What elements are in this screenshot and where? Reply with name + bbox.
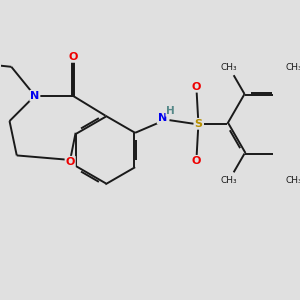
Text: H: H xyxy=(166,106,175,116)
Text: N: N xyxy=(158,113,167,123)
Text: CH₃: CH₃ xyxy=(221,176,238,185)
Text: O: O xyxy=(192,156,201,166)
Text: CH₃: CH₃ xyxy=(221,63,238,72)
Text: CH₃: CH₃ xyxy=(286,176,300,185)
Text: O: O xyxy=(65,157,75,167)
Text: O: O xyxy=(192,82,201,92)
Text: S: S xyxy=(194,119,202,129)
Text: CH₃: CH₃ xyxy=(286,63,300,72)
Text: O: O xyxy=(68,52,77,62)
Text: N: N xyxy=(30,91,40,101)
